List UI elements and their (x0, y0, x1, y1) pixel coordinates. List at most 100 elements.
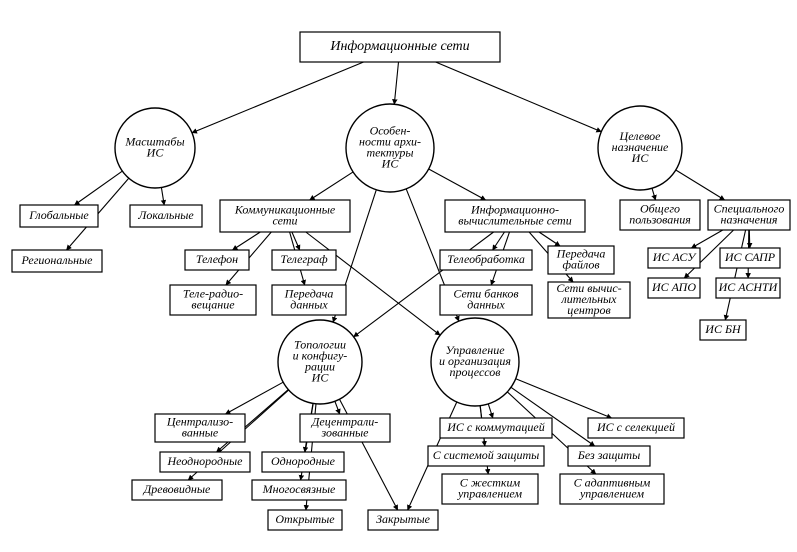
node-label: данных (467, 297, 505, 311)
node-c_arch: Особен-ности архи-тектурыИС (346, 104, 434, 192)
node-label: Многосвязные (262, 482, 336, 496)
node-label: данных (290, 297, 328, 311)
node-label: вещание (191, 297, 235, 311)
edge (493, 232, 505, 250)
classification-tree: Информационные сети МасштабыИС Особен-ност… (0, 0, 797, 552)
node-b_neod: Неоднородные (160, 452, 250, 472)
node-label: ИС АСУ (652, 250, 698, 264)
node-label: Без защиты (577, 448, 640, 462)
node-label: ИС АСНТИ (718, 280, 779, 294)
edge (226, 382, 284, 414)
node-label: процессов (449, 365, 500, 379)
node-b_komm: ИС с коммутацией (440, 418, 552, 438)
edge (75, 171, 123, 205)
node-b_gen: Общегопользования (620, 200, 700, 230)
edge (436, 62, 602, 132)
node-label: управлением (457, 486, 522, 500)
node-b_tel: Телефон (185, 250, 249, 270)
node-label: ИС (631, 151, 650, 165)
node-b_glob: Глобальные (20, 205, 98, 227)
node-label: Открытые (275, 512, 335, 526)
node-b_radio: Теле-радио-вещание (170, 285, 256, 315)
node-b_rigid: С жесткимуправлением (442, 474, 538, 504)
node-b_close: Закрытые (368, 510, 438, 530)
node-label: сети (272, 213, 297, 227)
edge (192, 62, 364, 133)
edge (335, 401, 340, 414)
node-b_tgraf: Телеграф (272, 250, 336, 270)
node-b_svc: Сети вычис-лительныхцентров (548, 281, 630, 318)
node-label: ИС САПР (724, 250, 776, 264)
node-label: Древовидные (143, 482, 211, 496)
node-c_topo: Топологиии конфигу-рацииИС (278, 320, 362, 404)
node-b_spec: Специальногоназначения (708, 200, 790, 230)
node-b_adapt: С адаптивнымуправлением (560, 474, 664, 504)
node-b_odn: Однородные (262, 452, 344, 472)
node-c_mas: МасштабыИС (115, 108, 195, 188)
edge (725, 230, 745, 320)
node-b_pfile: Передачафайлов (548, 246, 614, 274)
node-label: ИС (311, 370, 330, 384)
node-b_loc: Локальные (130, 205, 202, 227)
node-label: Глобальные (28, 208, 89, 222)
node-label: Однородные (271, 454, 336, 468)
edge (652, 188, 656, 200)
node-label: управлением (579, 486, 644, 500)
node-b_open: Открытые (268, 510, 342, 530)
edge (161, 188, 164, 206)
edge (749, 230, 750, 248)
node-label: файлов (562, 257, 599, 271)
node-label: Закрытые (376, 512, 430, 526)
node-label: Телефон (196, 252, 238, 266)
node-b_bn: ИС БН (700, 320, 746, 340)
node-label: ИС БН (704, 322, 742, 336)
node-b_prot: С системой защиты (428, 446, 544, 466)
node-label: вычислительные сети (458, 213, 571, 227)
edge (539, 232, 560, 246)
node-b_drev: Древовидные (132, 480, 222, 500)
node-label: ИС с коммутацией (446, 420, 544, 434)
node-b_noprot: Без защиты (568, 446, 650, 466)
node-b_sel: ИС с селекцией (588, 418, 684, 438)
node-label: ИС (146, 145, 165, 159)
node-label: С системой защиты (433, 448, 540, 462)
edge (233, 232, 261, 250)
node-b_asu: ИС АСУ (648, 248, 700, 268)
node-label: зованные (320, 425, 369, 439)
node-b_teleo: Телеобработка (440, 250, 532, 270)
node-b_asnti: ИС АСНТИ (716, 278, 780, 298)
node-c_purp: ЦелевоеназначениеИС (598, 106, 682, 190)
node-label: ванные (182, 425, 219, 439)
node-label: Телеобработка (447, 252, 525, 266)
node-b_reg: Региональные (12, 250, 102, 272)
node-b_comm: Коммуникационныесети (220, 200, 350, 232)
node-label: ИС с селекцией (596, 420, 675, 434)
node-label: Неоднородные (166, 454, 243, 468)
node-label: Региональные (21, 253, 94, 267)
node-b_sapr: ИС САПР (720, 248, 780, 268)
node-b_apo: ИС АПО (648, 278, 700, 298)
node-label: ИС АПО (651, 280, 696, 294)
node-label: ИС (381, 156, 400, 170)
node-b_bank: Сети банковданных (440, 285, 532, 315)
edge (429, 169, 486, 200)
edge (310, 172, 353, 200)
edge (394, 62, 398, 104)
node-label: назначения (720, 212, 777, 226)
edge (488, 404, 493, 418)
node-c_mgmt: Управлениеи организацияпроцессов (431, 318, 519, 406)
node-label: пользования (629, 212, 691, 226)
node-b_mnog: Многосвязные (252, 480, 346, 500)
node-b_cent: Централизо-ванные (155, 414, 245, 442)
edge (292, 232, 300, 250)
node-b_info: Информационно-вычислительные сети (445, 200, 585, 232)
node-b_decen: Децентрали-зованные (300, 414, 390, 442)
edge (516, 379, 612, 418)
node-b_pdat: Передачаданных (272, 285, 346, 315)
node-label: Локальные (137, 208, 194, 222)
node-label: Информационные сети (329, 39, 469, 54)
node-label: центров (567, 303, 610, 317)
node-root: Информационные сети (300, 32, 500, 62)
edge (676, 170, 725, 200)
node-label: Телеграф (280, 252, 328, 266)
